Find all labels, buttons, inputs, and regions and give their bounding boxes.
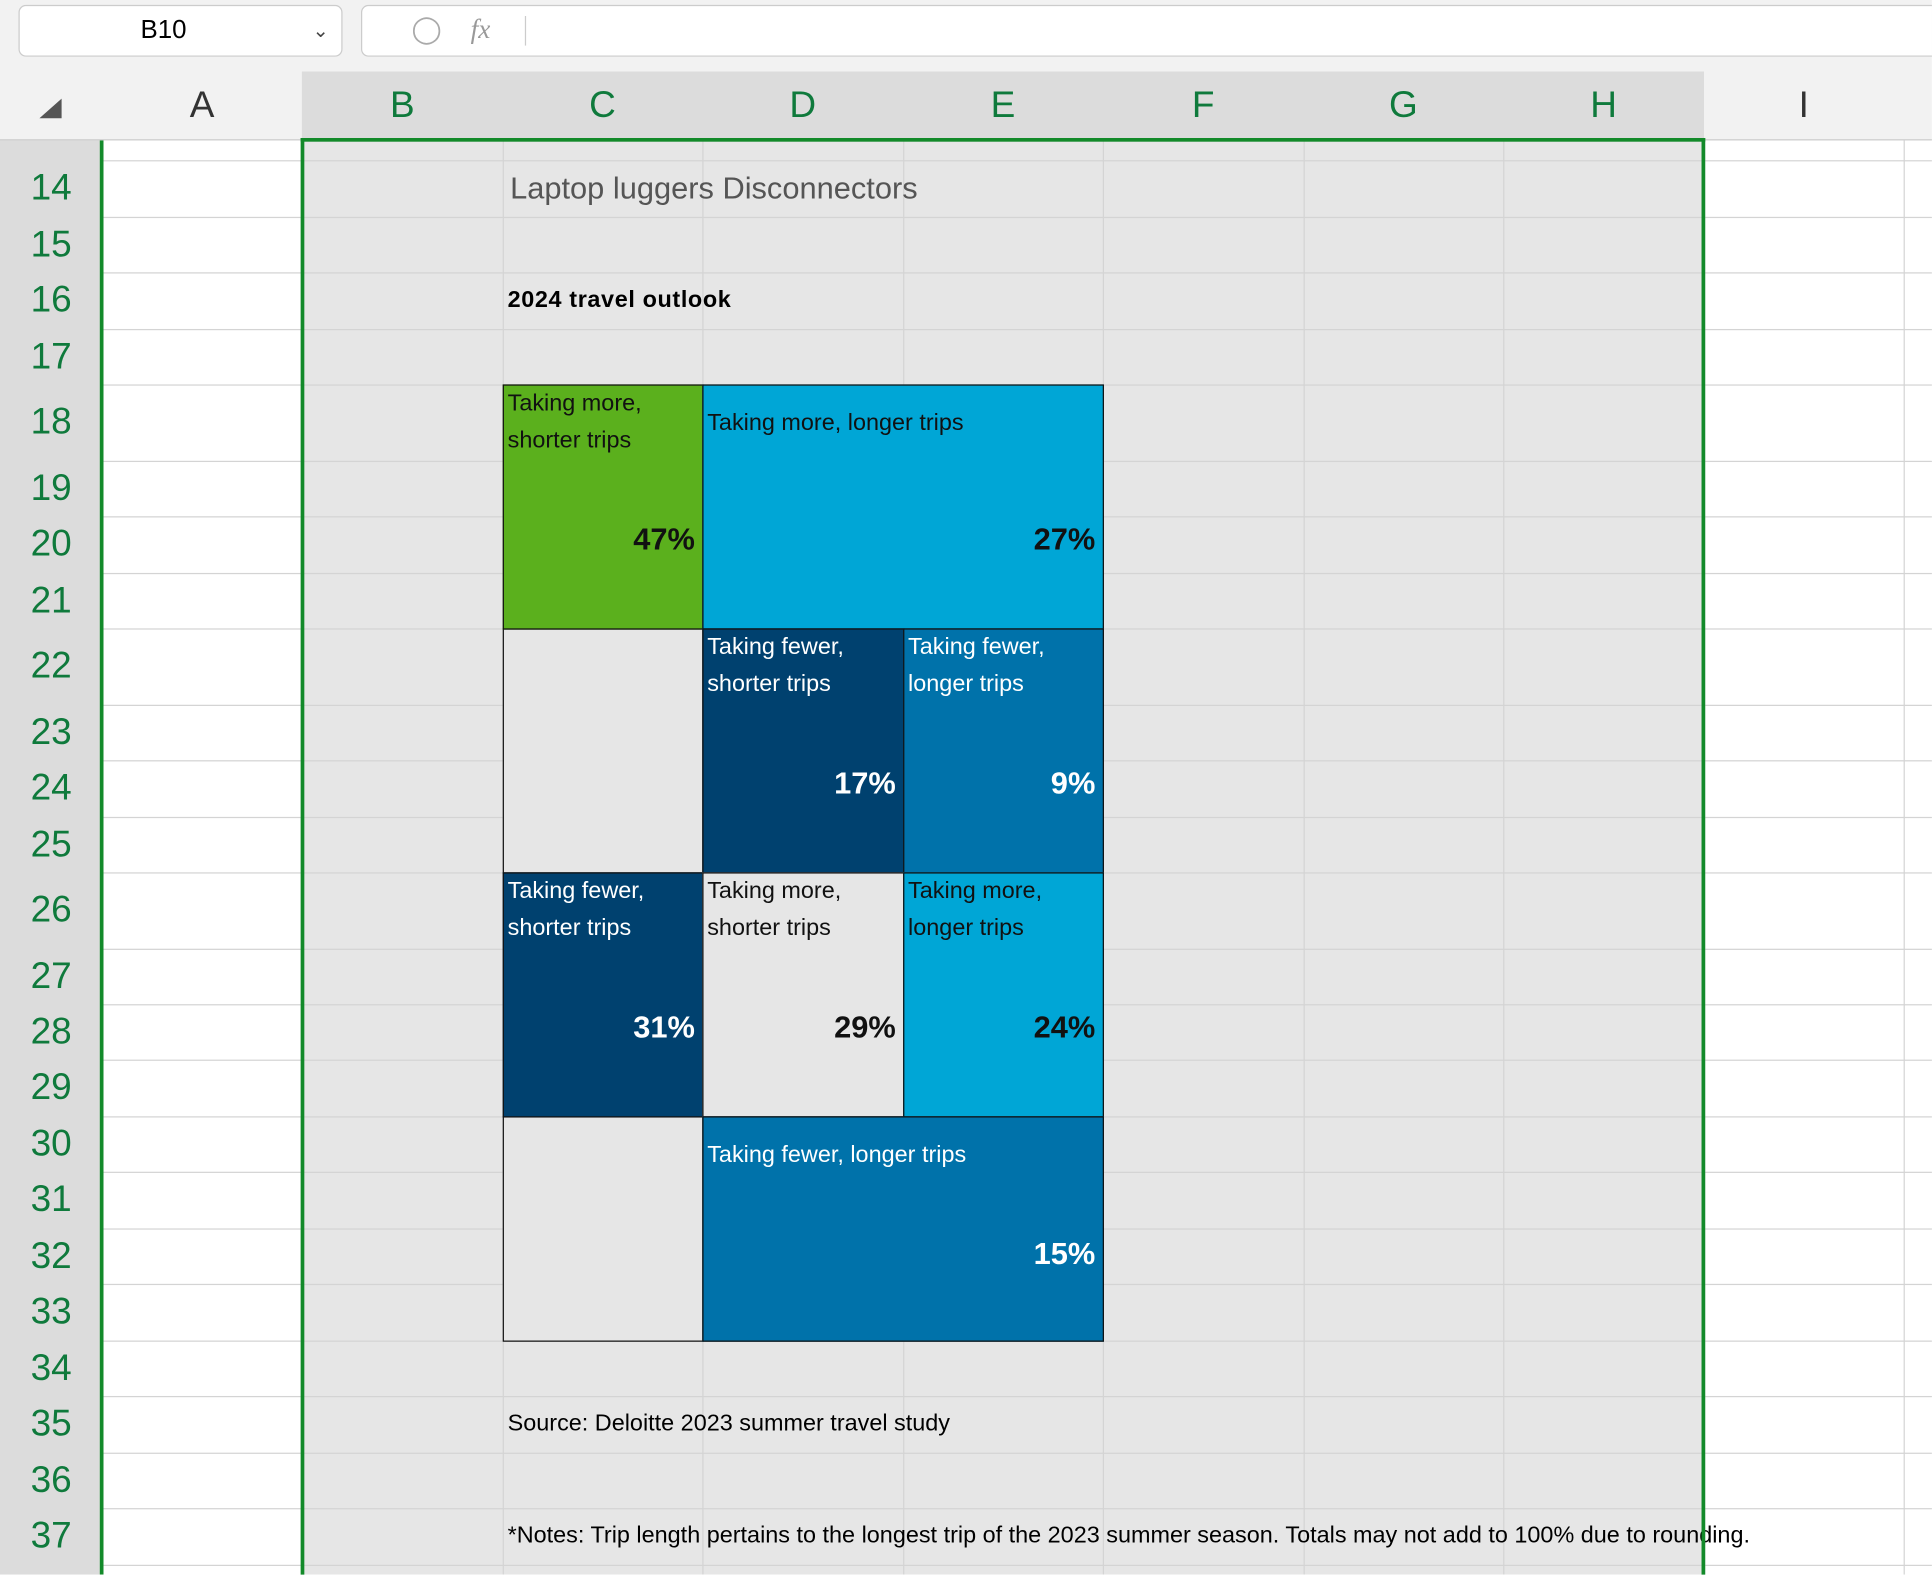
treemap-tile: Taking more, shorter trips 47% bbox=[502, 384, 704, 630]
row-header[interactable]: 16 bbox=[30, 279, 72, 321]
formula-bar[interactable]: ◯ fx bbox=[361, 4, 1932, 57]
row-header[interactable]: 24 bbox=[30, 767, 72, 809]
tile-label: Taking fewer, shorter trips bbox=[707, 634, 844, 698]
tile-label: Taking more, longer trips bbox=[908, 878, 1043, 942]
grid-line bbox=[1903, 140, 1905, 1575]
treemap-tile: Taking fewer, shorter trips 17% bbox=[702, 628, 905, 874]
row-header-bar bbox=[0, 140, 103, 1575]
row-selection-edge bbox=[99, 140, 104, 1575]
tile-label: Taking more, longer trips bbox=[707, 410, 964, 437]
column-header[interactable]: F bbox=[1191, 85, 1215, 126]
row-header[interactable]: 17 bbox=[30, 335, 72, 377]
column-header-selection bbox=[301, 71, 1704, 141]
name-box-text: B10 bbox=[140, 16, 187, 45]
column-header[interactable]: B bbox=[389, 85, 415, 126]
tile-value: 9% bbox=[1050, 766, 1096, 801]
row-header[interactable]: 29 bbox=[30, 1066, 72, 1108]
treemap-tile: Taking fewer, longer trips 9% bbox=[903, 628, 1104, 874]
row-header[interactable]: 36 bbox=[30, 1459, 72, 1501]
tile-value: 15% bbox=[1033, 1237, 1096, 1272]
column-header[interactable]: I bbox=[1798, 85, 1809, 126]
tile-label: Taking fewer, shorter trips bbox=[507, 878, 645, 942]
tile-value: 29% bbox=[834, 1010, 896, 1045]
grid-line bbox=[102, 1564, 1932, 1566]
row-header[interactable]: 28 bbox=[30, 1010, 72, 1052]
row-header[interactable]: 33 bbox=[30, 1291, 72, 1332]
tile-value: 31% bbox=[633, 1010, 695, 1045]
source-note: Source: Deloitte 2023 summer travel stud… bbox=[507, 1410, 951, 1437]
row-header[interactable]: 35 bbox=[30, 1403, 72, 1445]
grid-line bbox=[102, 1508, 1932, 1510]
treemap-tile: Taking more, shorter trips 29% bbox=[702, 872, 905, 1118]
grid-line bbox=[1303, 140, 1305, 1575]
treemap-tile: Taking fewer, longer trips 15% bbox=[702, 1116, 1104, 1342]
treemap-tile: Taking more, longer trips 24% bbox=[903, 872, 1104, 1118]
row-header[interactable]: 14 bbox=[30, 167, 72, 209]
treemap-tile: Taking fewer, shorter trips 31% bbox=[502, 872, 704, 1118]
footnote: *Notes: Trip length pertains to the long… bbox=[507, 1522, 1750, 1549]
row-header[interactable]: 15 bbox=[30, 223, 72, 265]
sheet-subtitle: 2024 travel outlook bbox=[507, 287, 732, 313]
tile-value: 47% bbox=[633, 522, 695, 557]
column-header[interactable]: E bbox=[990, 85, 1016, 126]
grid-line bbox=[1503, 140, 1505, 1575]
row-header[interactable]: 32 bbox=[30, 1235, 72, 1276]
row-header[interactable]: 37 bbox=[30, 1515, 72, 1557]
row-header[interactable]: 34 bbox=[30, 1347, 72, 1388]
tile-label: Taking fewer, longer trips bbox=[908, 634, 1045, 698]
zoom-icon[interactable]: ◯ bbox=[411, 13, 442, 45]
tile-value: 27% bbox=[1033, 522, 1096, 557]
divider bbox=[524, 16, 527, 46]
grid-line bbox=[102, 160, 1932, 162]
grid-line bbox=[102, 1452, 1932, 1454]
name-box[interactable]: B10 ⌄ bbox=[18, 4, 343, 57]
sheet-title: Laptop luggers Disconnectors bbox=[510, 170, 918, 206]
row-header[interactable]: 30 bbox=[30, 1123, 72, 1164]
column-header[interactable]: A bbox=[189, 85, 215, 126]
column-header[interactable]: G bbox=[1388, 85, 1418, 126]
fx-icon[interactable]: fx bbox=[470, 13, 491, 45]
row-header[interactable]: 21 bbox=[30, 579, 72, 621]
tile-value: 17% bbox=[834, 766, 896, 801]
row-header[interactable]: 22 bbox=[30, 645, 72, 687]
row-header[interactable]: 31 bbox=[30, 1179, 72, 1220]
row-header[interactable]: 20 bbox=[30, 523, 72, 565]
column-header[interactable]: C bbox=[589, 85, 616, 126]
dropdown-arrow[interactable]: ⌄ bbox=[312, 20, 329, 42]
row-header[interactable]: 27 bbox=[30, 955, 72, 997]
tile-value: 24% bbox=[1033, 1010, 1096, 1045]
row-header[interactable]: 25 bbox=[30, 823, 72, 865]
treemap-tile: Taking more, longer trips 27% bbox=[702, 384, 1104, 630]
tile-label: Taking fewer, longer trips bbox=[707, 1142, 967, 1169]
grid-line bbox=[102, 328, 1932, 331]
tile-label: Taking more, shorter trips bbox=[507, 390, 642, 454]
row-header-partial[interactable] bbox=[0, 123, 102, 160]
select-all[interactable] bbox=[39, 98, 62, 119]
column-header[interactable]: H bbox=[1590, 85, 1617, 126]
grid-line bbox=[102, 1395, 1932, 1398]
column-header[interactable]: D bbox=[789, 85, 817, 126]
row-header[interactable]: 26 bbox=[30, 889, 72, 931]
row-header[interactable]: 19 bbox=[30, 467, 72, 509]
tile-label: Taking more, shorter trips bbox=[707, 878, 842, 942]
row-header[interactable]: 23 bbox=[30, 711, 72, 753]
grid-line bbox=[102, 216, 1932, 219]
grid-line bbox=[102, 272, 1932, 274]
selection-border bbox=[300, 137, 1706, 1575]
row-header[interactable]: 18 bbox=[30, 401, 72, 443]
